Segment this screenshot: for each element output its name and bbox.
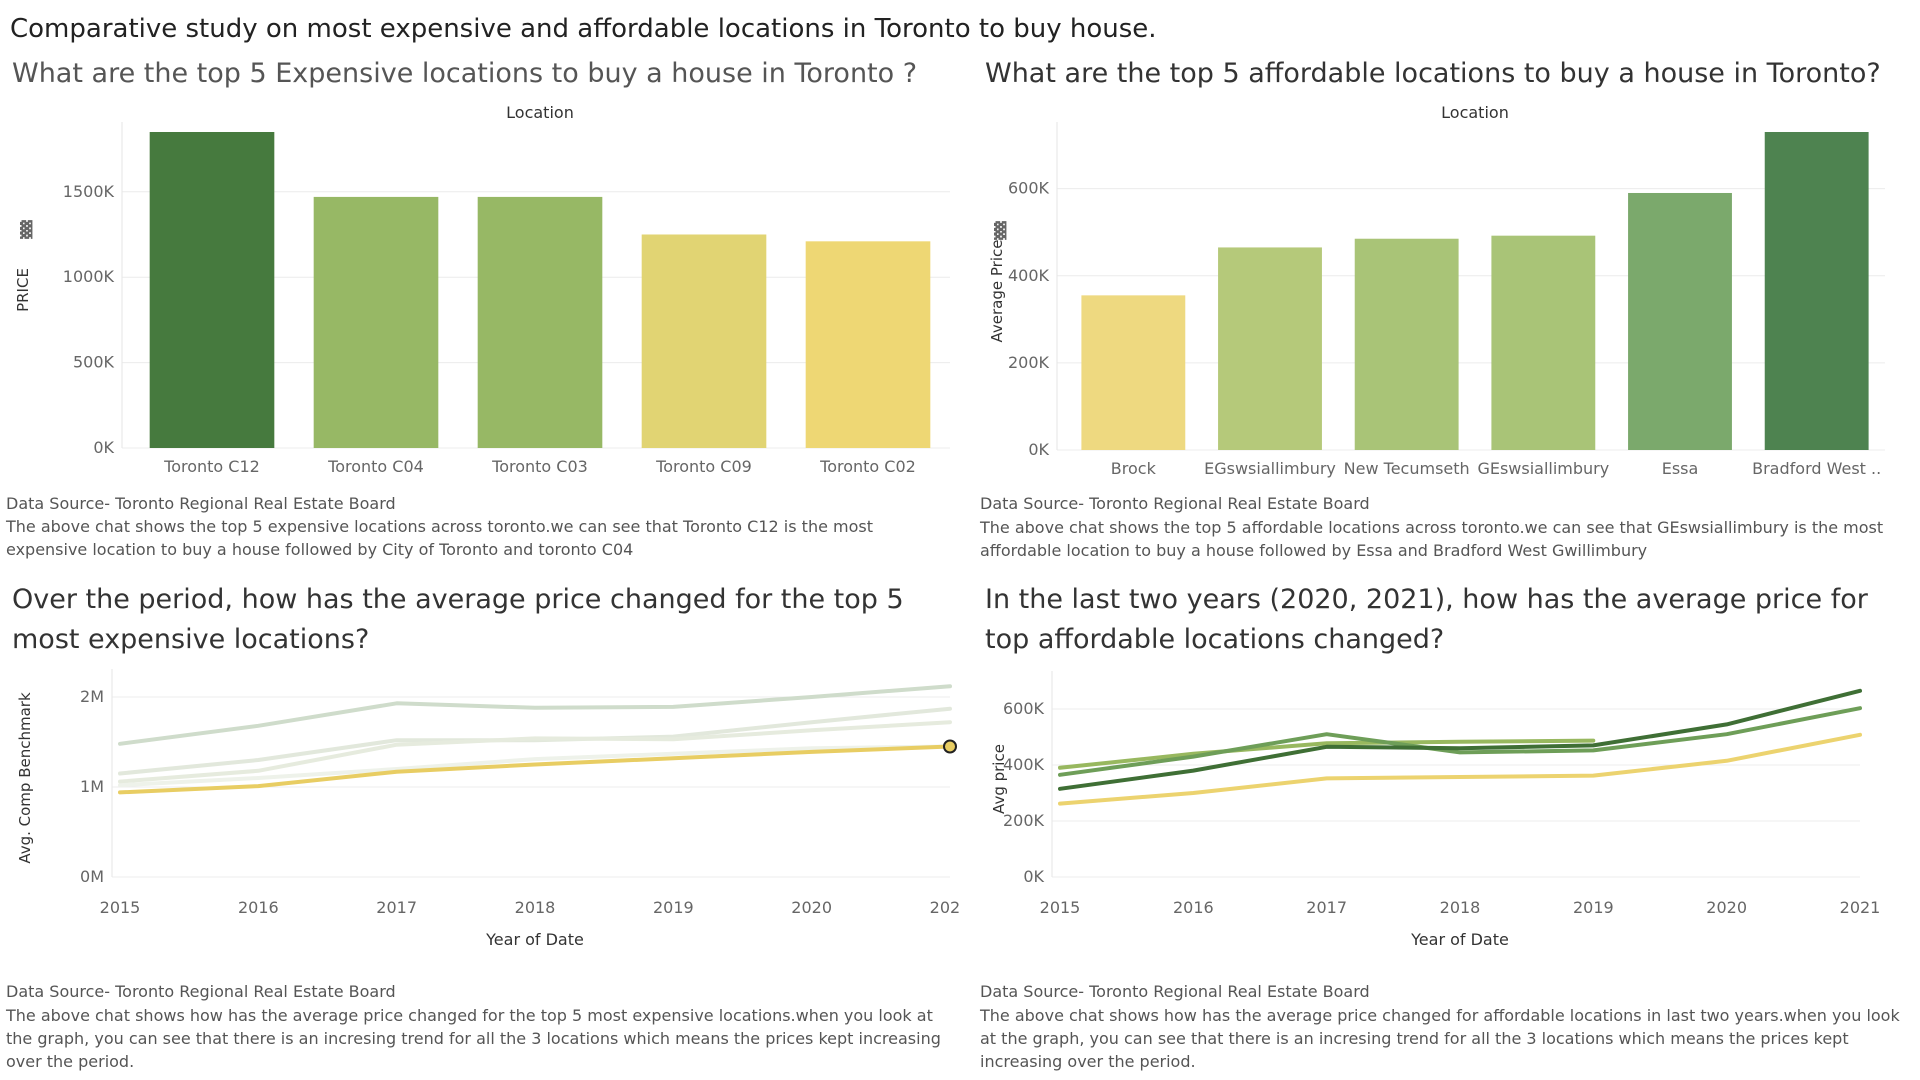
x-tick-label: Toronto C02 [819,457,916,476]
expensive-bar-chart: 0K 500K 1000K 1500K PRICE Location ▓ Toronto C1… [14,103,950,476]
bar [805,241,931,448]
series-line [1058,732,1862,806]
y-tick-label: 400K [1003,755,1045,774]
y-axis-label: Avg price [990,744,1008,814]
x-tick-label: 2021 [930,898,960,917]
x-tick-label: Toronto C04 [327,457,424,476]
x-tick-label: EGswsiallimbury [1204,459,1336,478]
bar [1491,235,1596,450]
affordable-line-chart: 0K 200K 400K 600K Avg price 2015 2016 2017 2018 2… [990,671,1881,949]
x-tick-label: 2015 [1040,898,1081,917]
series-line [118,744,952,795]
x-tick-label: Essa [1662,459,1699,478]
chart-title: Location [506,103,574,122]
y-tick-label: 1500K [63,182,115,201]
affordable-line-source: Data Source- Toronto Regional Real Estat… [980,982,1370,1001]
affordable-bar-source: Data Source- Toronto Regional Real Estat… [980,494,1370,513]
series-line [1058,706,1862,777]
y-axis-label: Average Price [988,240,1006,343]
expensive-line-question: Over the period, how has the average pri… [12,584,904,655]
expensive-line-source: Data Source- Toronto Regional Real Estat… [6,982,396,1001]
chart-title: Location [1441,103,1509,122]
y-tick-label: 0K [93,438,114,457]
y-axis-label: Avg. Comp Benchmark [16,692,34,864]
x-tick-label: Toronto C12 [163,457,260,476]
y-tick-label: 0M [80,867,104,886]
y-tick-label: 1M [80,777,104,796]
y-tick-label: 600K [1008,179,1050,198]
series-line [118,744,952,788]
x-tick-label: 2020 [1706,898,1747,917]
expensive-bar-description: The above chat shows the top 5 expensive… [6,517,873,559]
bar [313,196,439,448]
bar [477,196,603,448]
y-tick-label: 200K [1008,353,1050,372]
bar [1081,295,1186,450]
y-tick-label: 500K [73,353,115,372]
x-tick-label: 2016 [1173,898,1214,917]
x-tick-label: Bradford West .. [1752,459,1881,478]
expensive-line-chart: 0M 1M 2M Avg. Comp Benchmark 2015 2016 2017 201… [16,669,960,949]
bar [1764,132,1869,450]
bar [641,234,767,448]
sort-icon: ▓ [994,221,1007,240]
bar [1354,238,1459,450]
expensive-line-description: The above chat shows how has the average… [6,1006,941,1071]
series-line [118,684,952,746]
x-tick-label: 2020 [791,898,832,917]
x-axis-label: Year of Date [1410,930,1509,949]
series-line [1058,738,1596,770]
x-tick-label: New Tecumseth [1344,459,1470,478]
x-tick-label: Toronto C03 [491,457,588,476]
affordable-bar-question: What are the top 5 affordable locations … [985,58,1881,89]
series-line [118,720,952,784]
bar [1628,192,1732,450]
bar [149,132,275,448]
expensive-bar-question: What are the top 5 Expensive locations t… [12,58,918,89]
x-tick-label: 2018 [515,898,556,917]
affordable-line-description: The above chat shows how has the average… [980,1006,1900,1071]
x-tick-label: Brock [1111,459,1157,478]
highlight-point [943,739,957,754]
x-tick-label: 2021 [1840,898,1881,917]
y-tick-label: 2M [80,687,104,706]
y-tick-label: 200K [1003,811,1045,830]
y-tick-label: 1000K [63,267,115,286]
y-tick-label: 400K [1008,266,1050,285]
y-tick-label: 600K [1003,699,1045,718]
y-tick-label: 0K [1023,867,1044,886]
x-tick-label: Toronto C09 [655,457,752,476]
x-axis-label: Year of Date [485,930,584,949]
bar [1218,247,1322,450]
x-tick-label: 2017 [376,898,417,917]
sort-icon: ▓ [20,220,33,239]
x-tick-label: 2015 [100,898,141,917]
x-tick-label: 2018 [1440,898,1481,917]
y-tick-label: 0K [1028,440,1049,459]
x-tick-label: 2016 [238,898,279,917]
series-line [1058,688,1862,791]
affordable-bar-chart: 0K 200K 400K 600K Average Price Location ▓ Broc… [988,103,1885,478]
x-tick-label: 2019 [653,898,694,917]
affordable-bar-description: The above chat shows the top 5 affordabl… [980,518,1884,560]
x-tick-label: 2019 [1573,898,1614,917]
expensive-bar-source: Data Source- Toronto Regional Real Estat… [6,494,396,513]
page-title: Comparative study on most expensive and … [10,14,1157,44]
x-tick-label: 2017 [1306,898,1347,917]
affordable-line-question: In the last two years (2020, 2021), how … [985,584,1868,655]
y-axis-label: PRICE [14,268,32,312]
x-tick-label: GEswsiallimbury [1477,459,1609,478]
